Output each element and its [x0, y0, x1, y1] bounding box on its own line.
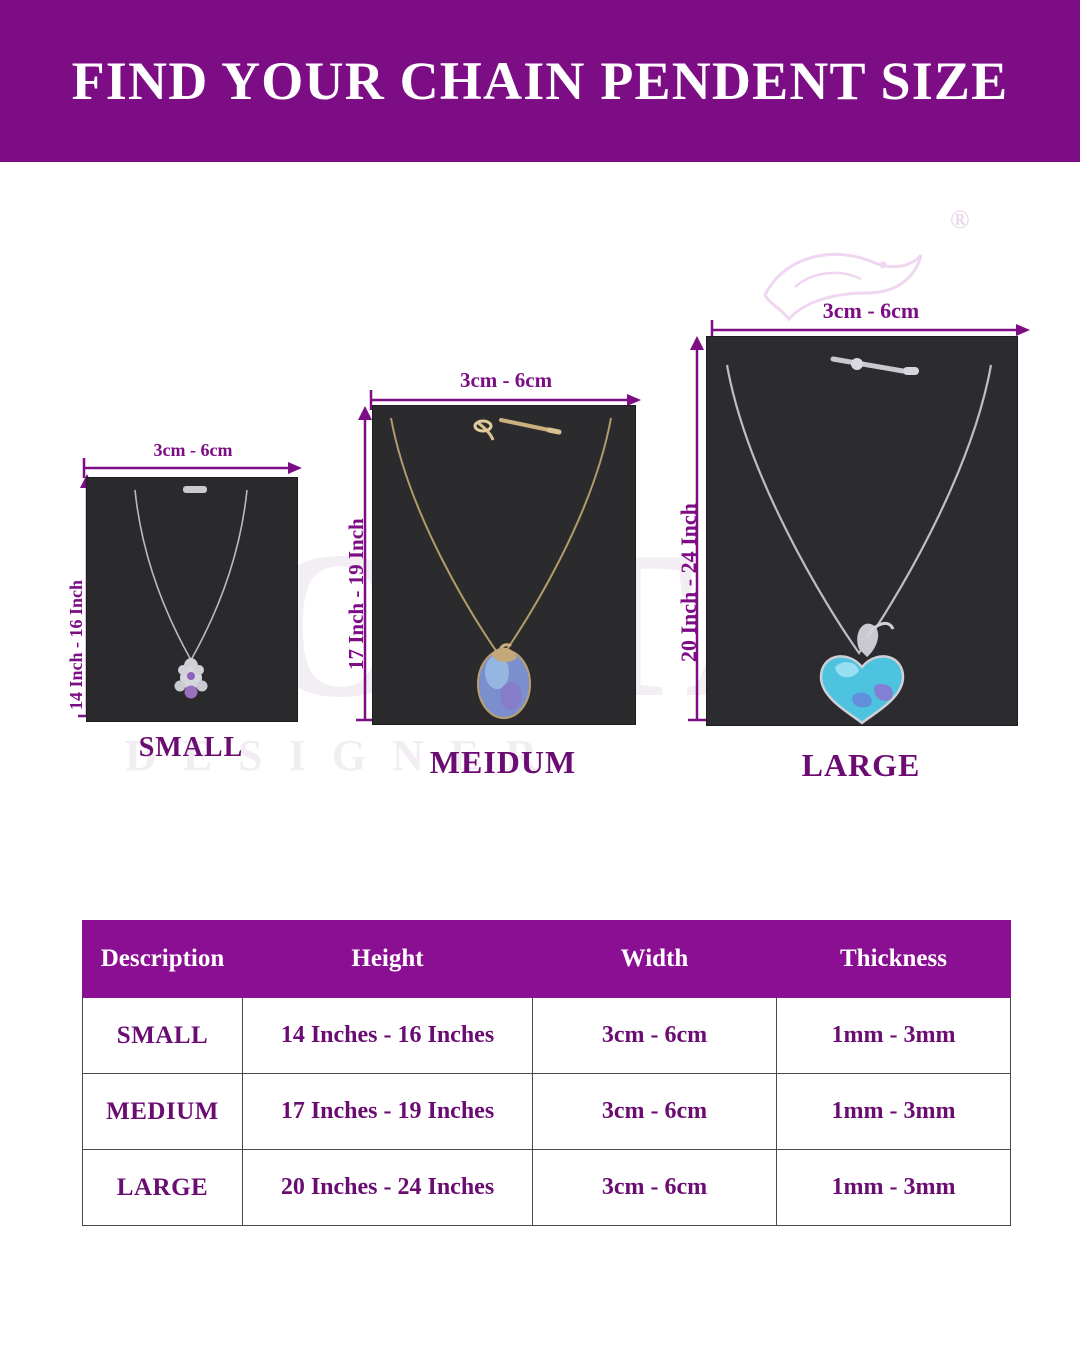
medium-caption: MEIDUM [429, 744, 577, 780]
small-width-label: 3cm - 6cm [153, 440, 233, 460]
row-large-description: LARGE [82, 1149, 243, 1226]
medium-necklace-illustration [373, 406, 635, 724]
table-header-description: Description [82, 920, 243, 998]
row-medium-height: 17 Inches - 19 Inches [242, 1073, 533, 1150]
small-caption: SMALL [138, 732, 244, 763]
medium-width-label: 3cm - 6cm [459, 368, 553, 392]
row-large-width: 3cm - 6cm [532, 1149, 777, 1226]
row-medium-width: 3cm - 6cm [532, 1073, 777, 1150]
medium-width-arrow [369, 390, 641, 410]
size-diagram: 3cm - 6cm 14 Inch - 16 Inch [0, 162, 1080, 882]
large-height-label: 20 Inch - 24 Inch [676, 503, 701, 662]
large-caption: LARGE [801, 747, 921, 783]
size-table: Description Height Width Thickness SMALL… [82, 920, 1011, 1226]
small-necklace-illustration [87, 478, 297, 721]
large-width-label: 3cm - 6cm [822, 298, 920, 323]
large-height-arrow [688, 336, 708, 722]
row-small-description: SMALL [82, 997, 243, 1074]
table-header-height: Height [242, 920, 533, 998]
row-large-thickness: 1mm - 3mm [776, 1149, 1011, 1226]
size-table-container: Description Height Width Thickness SMALL… [82, 920, 1011, 1226]
medium-height-label: 17 Inch - 19 Inch [344, 518, 368, 670]
page-title: FIND YOUR CHAIN PENDENT SIZE [71, 51, 1009, 111]
table-header-row: Description Height Width Thickness [82, 920, 1011, 998]
table-row: LARGE 20 Inches - 24 Inches 3cm - 6cm 1m… [82, 1149, 1011, 1226]
row-medium-description: MEDIUM [82, 1073, 243, 1150]
table-header-width: Width [532, 920, 777, 998]
table-header-thickness: Thickness [776, 920, 1011, 998]
row-small-width: 3cm - 6cm [532, 997, 777, 1074]
table-row: SMALL 14 Inches - 16 Inches 3cm - 6cm 1m… [82, 997, 1011, 1074]
large-necklace-illustration [707, 337, 1017, 725]
small-width-arrow [82, 458, 302, 478]
page-header: FIND YOUR CHAIN PENDENT SIZE [0, 0, 1080, 162]
small-height-label: 14 Inch - 16 Inch [66, 579, 86, 710]
row-large-height: 20 Inches - 24 Inches [242, 1149, 533, 1226]
row-medium-thickness: 1mm - 3mm [776, 1073, 1011, 1150]
necklace-photo-medium [372, 405, 636, 725]
row-small-thickness: 1mm - 3mm [776, 997, 1011, 1074]
table-row: MEDIUM 17 Inches - 19 Inches 3cm - 6cm 1… [82, 1073, 1011, 1150]
necklace-photo-large [706, 336, 1018, 726]
necklace-photo-small [86, 477, 298, 722]
row-small-height: 14 Inches - 16 Inches [242, 997, 533, 1074]
